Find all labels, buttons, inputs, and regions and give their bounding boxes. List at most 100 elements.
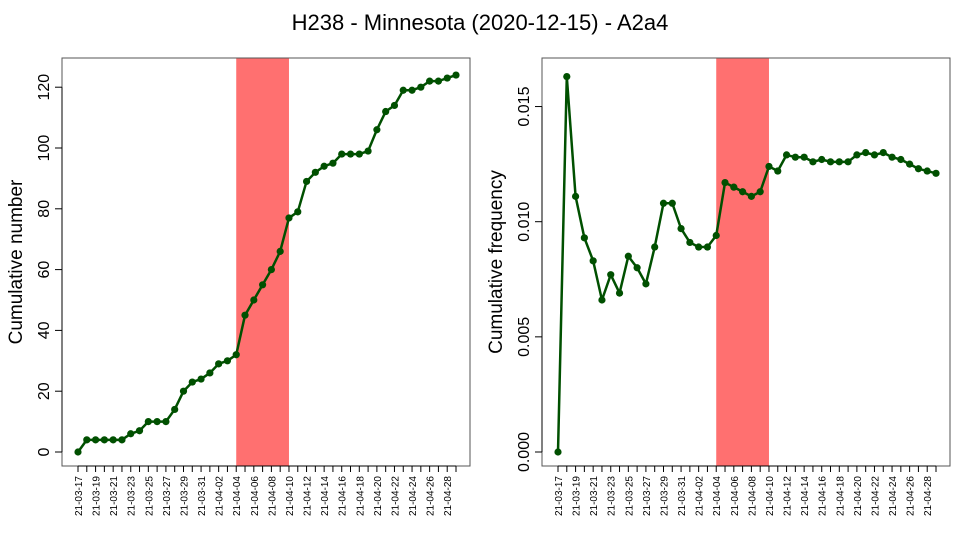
right-data-point [879, 149, 887, 157]
left-x-tick-label: 21-04-06 [250, 476, 261, 516]
right-x-tick-label: 21-04-02 [695, 476, 706, 516]
left-x-tick-label: 21-04-26 [426, 476, 437, 516]
right-x-tick-label: 21-04-14 [800, 476, 811, 516]
right-data-point [826, 158, 835, 166]
right-data-point [659, 199, 668, 207]
left-data-point [417, 83, 425, 91]
right-data-point [906, 160, 914, 168]
left-x-tick-label: 21-04-12 [303, 476, 314, 516]
right-x-tick-label: 21-04-20 [853, 476, 864, 516]
right-data-point [791, 153, 799, 161]
left-data-point [215, 360, 223, 368]
left-data-point [162, 418, 170, 426]
right-y-tick-label: 0.000 [516, 432, 533, 472]
left-data-point [285, 214, 293, 222]
right-x-tick-label: 21-04-22 [870, 476, 881, 516]
right-data-point [844, 158, 852, 166]
right-highlight-band [716, 58, 769, 466]
right-data-point [914, 165, 923, 173]
right-data-point [580, 234, 588, 242]
left-x-tick-label: 21-04-24 [408, 476, 419, 516]
left-data-point [74, 448, 82, 456]
left-data-point [179, 387, 188, 395]
left-x-tick-label: 21-04-04 [232, 476, 243, 516]
left-data-point [232, 351, 240, 359]
right-x-tick-label: 21-04-12 [783, 476, 794, 516]
left-x-tick-label: 21-03-19 [92, 476, 103, 516]
left-data-point [373, 126, 381, 134]
right-data-point [721, 178, 729, 187]
right-y-tick-label: 0.010 [516, 202, 533, 242]
left-data-point [399, 86, 407, 94]
right-data-point [703, 243, 712, 251]
left-data-point [171, 405, 179, 414]
left-data-point [109, 436, 117, 444]
right-x-tick-label: 21-04-24 [888, 476, 899, 516]
left-data-point [320, 162, 328, 170]
right-data-point [800, 153, 808, 161]
left-x-tick-label: 21-03-17 [74, 476, 85, 516]
right-data-point [651, 243, 659, 251]
left-data-point [329, 159, 337, 167]
left-data-point [188, 378, 196, 386]
left-x-tick-label: 21-04-10 [285, 476, 296, 516]
right-data-point [870, 151, 879, 159]
left-data-point [338, 150, 346, 158]
right-y-axis-label: Cumulative frequency [486, 170, 507, 354]
left-x-tick-label: 21-04-22 [390, 476, 401, 516]
left-data-point [197, 375, 205, 383]
right-data-point [862, 149, 870, 157]
right-x-tick-label: 21-04-10 [765, 476, 776, 516]
left-x-tick-label: 21-04-18 [355, 476, 366, 516]
right-y-tick-label: 0.005 [516, 317, 533, 357]
left-x-tick-label: 21-04-28 [443, 476, 454, 516]
right-data-point [624, 252, 632, 260]
left-data-point [408, 86, 416, 94]
right-data-point [835, 158, 843, 166]
right-data-point [598, 296, 606, 304]
right-data-point [607, 271, 615, 279]
right-data-point [668, 199, 676, 207]
left-y-tick-label: 40 [36, 321, 53, 339]
left-data-point [390, 101, 399, 110]
right-data-point [589, 257, 597, 265]
right-data-point [686, 238, 694, 247]
right-y-tick-label: 0.015 [516, 86, 533, 126]
left-x-tick-label: 21-03-23 [127, 476, 138, 516]
right-x-tick-label: 21-04-18 [835, 476, 846, 516]
left-x-tick-label: 21-04-20 [373, 476, 384, 516]
left-data-point [434, 77, 443, 85]
right-x-tick-label: 21-03-23 [607, 476, 618, 516]
right-data-point [730, 183, 738, 191]
left-data-point [100, 436, 108, 444]
left-data-point [364, 147, 372, 155]
left-data-point [426, 77, 434, 85]
left-x-tick-label: 21-03-29 [179, 476, 190, 516]
right-data-point [923, 167, 931, 175]
right-data-point [888, 153, 896, 161]
right-data-point [677, 225, 685, 233]
right-data-point [695, 243, 703, 251]
right-data-point [765, 162, 773, 171]
right-data-point [712, 231, 720, 240]
left-data-point [311, 168, 319, 176]
left-data-point [302, 177, 311, 186]
left-data-point [144, 418, 152, 426]
left-data-point [276, 247, 284, 255]
left-data-point [267, 266, 275, 274]
right-data-point [633, 264, 641, 272]
right-data-point [818, 155, 826, 164]
left-data-point [223, 357, 232, 365]
right-data-point [932, 169, 940, 177]
left-highlight-band [236, 58, 289, 466]
left-y-tick-label: 100 [36, 135, 53, 162]
left-data-point [452, 71, 460, 79]
left-x-tick-label: 21-04-08 [267, 476, 278, 516]
chart-title: H238 - Minnesota (2020-12-15) - A2a4 [291, 10, 669, 35]
right-data-point [615, 289, 624, 297]
right-x-tick-label: 21-03-27 [642, 476, 653, 516]
left-data-point [206, 369, 214, 377]
left-data-point [127, 430, 135, 438]
right-x-tick-label: 21-04-06 [730, 476, 741, 516]
